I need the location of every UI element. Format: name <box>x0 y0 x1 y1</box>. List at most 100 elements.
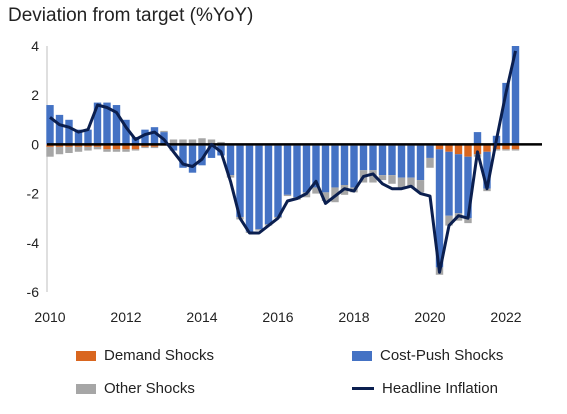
line-headline-inflation <box>49 50 517 274</box>
bar-other-shocks <box>74 146 83 152</box>
bar-other-shocks <box>55 146 64 155</box>
x-tick-label: 2010 <box>34 309 65 325</box>
x-tick-label: 2012 <box>110 309 141 325</box>
bar-cost-push-shocks <box>378 145 387 176</box>
bar-cost-push-shocks <box>55 114 64 145</box>
bar-cost-push-shocks <box>74 129 83 145</box>
bar-cost-push-shocks <box>473 132 482 145</box>
bar-cost-push-shocks <box>454 154 463 214</box>
bar-other-shocks <box>464 218 472 224</box>
bar-cost-push-shocks <box>93 102 102 145</box>
chart-bars-layer <box>46 46 520 275</box>
bar-other-shocks <box>388 175 396 184</box>
bar-cost-push-shocks <box>369 145 377 171</box>
x-tick-label: 2018 <box>338 309 369 325</box>
bar-cost-push-shocks <box>483 151 491 189</box>
bar-cost-push-shocks <box>511 46 520 145</box>
bar-other-shocks <box>511 149 520 151</box>
y-tick-label: 4 <box>31 38 39 54</box>
bar-other-shocks <box>445 215 453 226</box>
tick-labels-layer: 4 2 0 -2 -4 -6 2010 2012 2014 2016 2018 2020 2022 <box>27 38 522 325</box>
bar-demand-shocks <box>502 144 510 150</box>
bar-demand-shocks <box>473 144 482 155</box>
bar-cost-push-shocks <box>293 145 301 198</box>
bar-cost-push-shocks <box>397 145 406 178</box>
bar-cost-push-shocks <box>84 129 92 145</box>
bar-demand-shocks <box>103 144 111 150</box>
bar-cost-push-shocks <box>502 82 510 145</box>
bar-other-shocks <box>492 149 501 151</box>
bar-demand-shocks <box>464 144 472 157</box>
bar-cost-push-shocks <box>435 149 444 268</box>
bar-other-shocks <box>150 146 159 149</box>
bar-demand-shocks <box>122 144 130 150</box>
bar-other-shocks <box>407 177 415 188</box>
x-tick-label: 2016 <box>262 309 293 325</box>
bar-other-shocks <box>188 139 197 145</box>
bar-other-shocks <box>46 146 54 157</box>
bar-cost-push-shocks <box>331 145 339 188</box>
bar-cost-push-shocks <box>188 145 197 173</box>
bar-cost-push-shocks <box>236 145 244 217</box>
bar-cost-push-shocks <box>340 145 349 185</box>
bar-other-shocks <box>502 149 510 151</box>
bar-other-shocks <box>65 146 73 154</box>
bar-cost-push-shocks <box>464 156 472 219</box>
bar-demand-shocks <box>511 144 520 150</box>
bar-cost-push-shocks <box>416 145 425 181</box>
bar-other-shocks <box>416 180 425 193</box>
y-tick-label: -4 <box>27 235 40 251</box>
chart-line-layer <box>49 50 517 274</box>
bar-cost-push-shocks <box>207 145 216 158</box>
bar-cost-push-shocks <box>445 151 453 216</box>
bar-cost-push-shocks <box>46 105 54 145</box>
bar-cost-push-shocks <box>283 145 292 195</box>
bar-other-shocks <box>141 146 149 149</box>
bar-cost-push-shocks <box>426 145 434 158</box>
bar-other-shocks <box>93 146 102 150</box>
chart-title: Deviation from target (%YoY) <box>8 5 254 26</box>
bar-cost-push-shocks <box>198 145 206 166</box>
bar-other-shocks <box>131 149 140 151</box>
bar-other-shocks <box>283 194 292 197</box>
y-tick-label: 2 <box>31 87 39 103</box>
bar-other-shocks <box>103 149 111 152</box>
bar-other-shocks <box>160 130 168 133</box>
bar-cost-push-shocks <box>274 145 282 217</box>
bar-other-shocks <box>207 139 216 145</box>
bar-cost-push-shocks <box>150 127 159 145</box>
bar-cost-push-shocks <box>141 129 149 145</box>
bar-cost-push-shocks <box>302 145 311 193</box>
bar-demand-shocks <box>445 144 453 152</box>
bar-demand-shocks <box>435 144 444 150</box>
bar-other-shocks <box>179 139 187 145</box>
bar-cost-push-shocks <box>103 102 111 145</box>
bar-cost-push-shocks <box>359 145 368 171</box>
bar-demand-shocks <box>454 144 463 155</box>
bar-other-shocks <box>426 157 434 168</box>
bar-other-shocks <box>169 139 178 145</box>
bar-cost-push-shocks <box>255 145 263 230</box>
bar-cost-push-shocks <box>65 119 73 145</box>
bar-demand-shocks <box>112 144 121 150</box>
bar-cost-push-shocks <box>122 119 130 145</box>
bar-other-shocks <box>112 149 121 152</box>
x-tick-label: 2014 <box>186 309 217 325</box>
bar-demand-shocks <box>483 144 491 152</box>
bar-other-shocks <box>84 146 92 151</box>
bar-other-shocks <box>321 192 330 201</box>
bar-cost-push-shocks <box>407 145 415 178</box>
bar-other-shocks <box>397 177 406 189</box>
y-tick-label: -2 <box>27 186 40 202</box>
bar-other-shocks <box>122 149 130 152</box>
bar-cost-push-shocks <box>179 145 187 168</box>
bar-cost-push-shocks <box>264 145 273 225</box>
bar-cost-push-shocks <box>112 105 121 145</box>
x-tick-label: 2020 <box>414 309 445 325</box>
bar-cost-push-shocks <box>350 145 358 188</box>
bar-cost-push-shocks <box>312 145 320 188</box>
bar-cost-push-shocks <box>169 145 178 151</box>
bar-cost-push-shocks <box>226 145 235 176</box>
bar-cost-push-shocks <box>245 145 254 232</box>
